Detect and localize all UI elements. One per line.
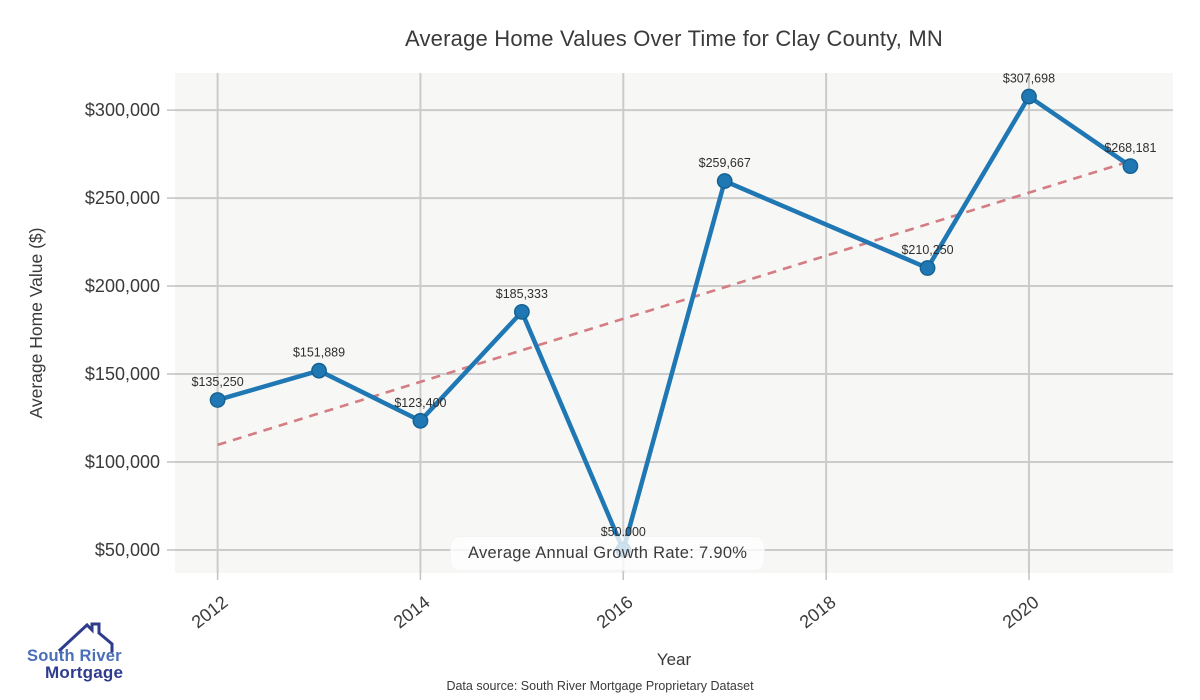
y-tick-label: $100,000 xyxy=(84,451,160,472)
data-point-marker xyxy=(1021,88,1037,105)
point-value-label: $259,667 xyxy=(699,156,751,170)
logo-text-line1: South River xyxy=(27,647,122,665)
x-tick-label: 2020 xyxy=(998,591,1043,633)
chart-canvas: $135,250 $151,889 $123,400 $185,333 $50,000 $… xyxy=(167,72,1173,580)
data-point-marker xyxy=(412,412,429,429)
x-axis-label: Year xyxy=(656,650,692,669)
point-value-label: $210,250 xyxy=(901,243,953,257)
data-point-marker xyxy=(1122,158,1139,175)
chart-title: Average Home Values Over Time for Clay C… xyxy=(405,26,943,51)
data-point-marker xyxy=(311,362,327,379)
point-value-label: $268,181 xyxy=(1104,141,1156,155)
point-value-label: $185,333 xyxy=(496,287,548,301)
logo-text-line2: Mortgage xyxy=(45,663,123,682)
y-tick-label: $250,000 xyxy=(84,188,160,209)
data-point-marker xyxy=(919,260,936,276)
data-point-marker xyxy=(716,173,733,189)
data-point-marker xyxy=(209,392,226,408)
data-source-note: Data source: South River Mortgage Propri… xyxy=(446,679,754,693)
x-tick-label: 2014 xyxy=(390,591,435,633)
y-tick-label: $50,000 xyxy=(94,539,160,560)
y-tick-label: $150,000 xyxy=(84,364,160,385)
x-tick-label: 2012 xyxy=(187,591,232,633)
point-value-label: $123,400 xyxy=(394,396,446,410)
trend-line xyxy=(217,159,1131,447)
point-value-label: $307,698 xyxy=(1003,72,1055,86)
y-axis-label: Average Home Value ($) xyxy=(26,227,46,419)
point-value-label: $135,250 xyxy=(192,375,244,389)
home-value-line xyxy=(215,94,1133,553)
y-tick-label: $300,000 xyxy=(84,100,160,121)
data-point-marker xyxy=(513,303,530,320)
plot-area: $135,250 $151,889 $123,400 $185,333 $50,000 $… xyxy=(167,72,1173,580)
y-tick-label: $200,000 xyxy=(84,276,160,297)
point-value-label: $50,000 xyxy=(601,525,646,539)
x-tick-label: 2016 xyxy=(593,591,637,633)
south-river-mortgage-logo: South River Mortgage xyxy=(27,622,123,682)
house-roof-icon xyxy=(57,622,114,653)
x-tick-label: 2018 xyxy=(795,591,840,633)
growth-rate-annotation: Average Annual Growth Rate: 7.90% xyxy=(450,536,766,571)
point-value-label: $151,889 xyxy=(293,346,345,360)
